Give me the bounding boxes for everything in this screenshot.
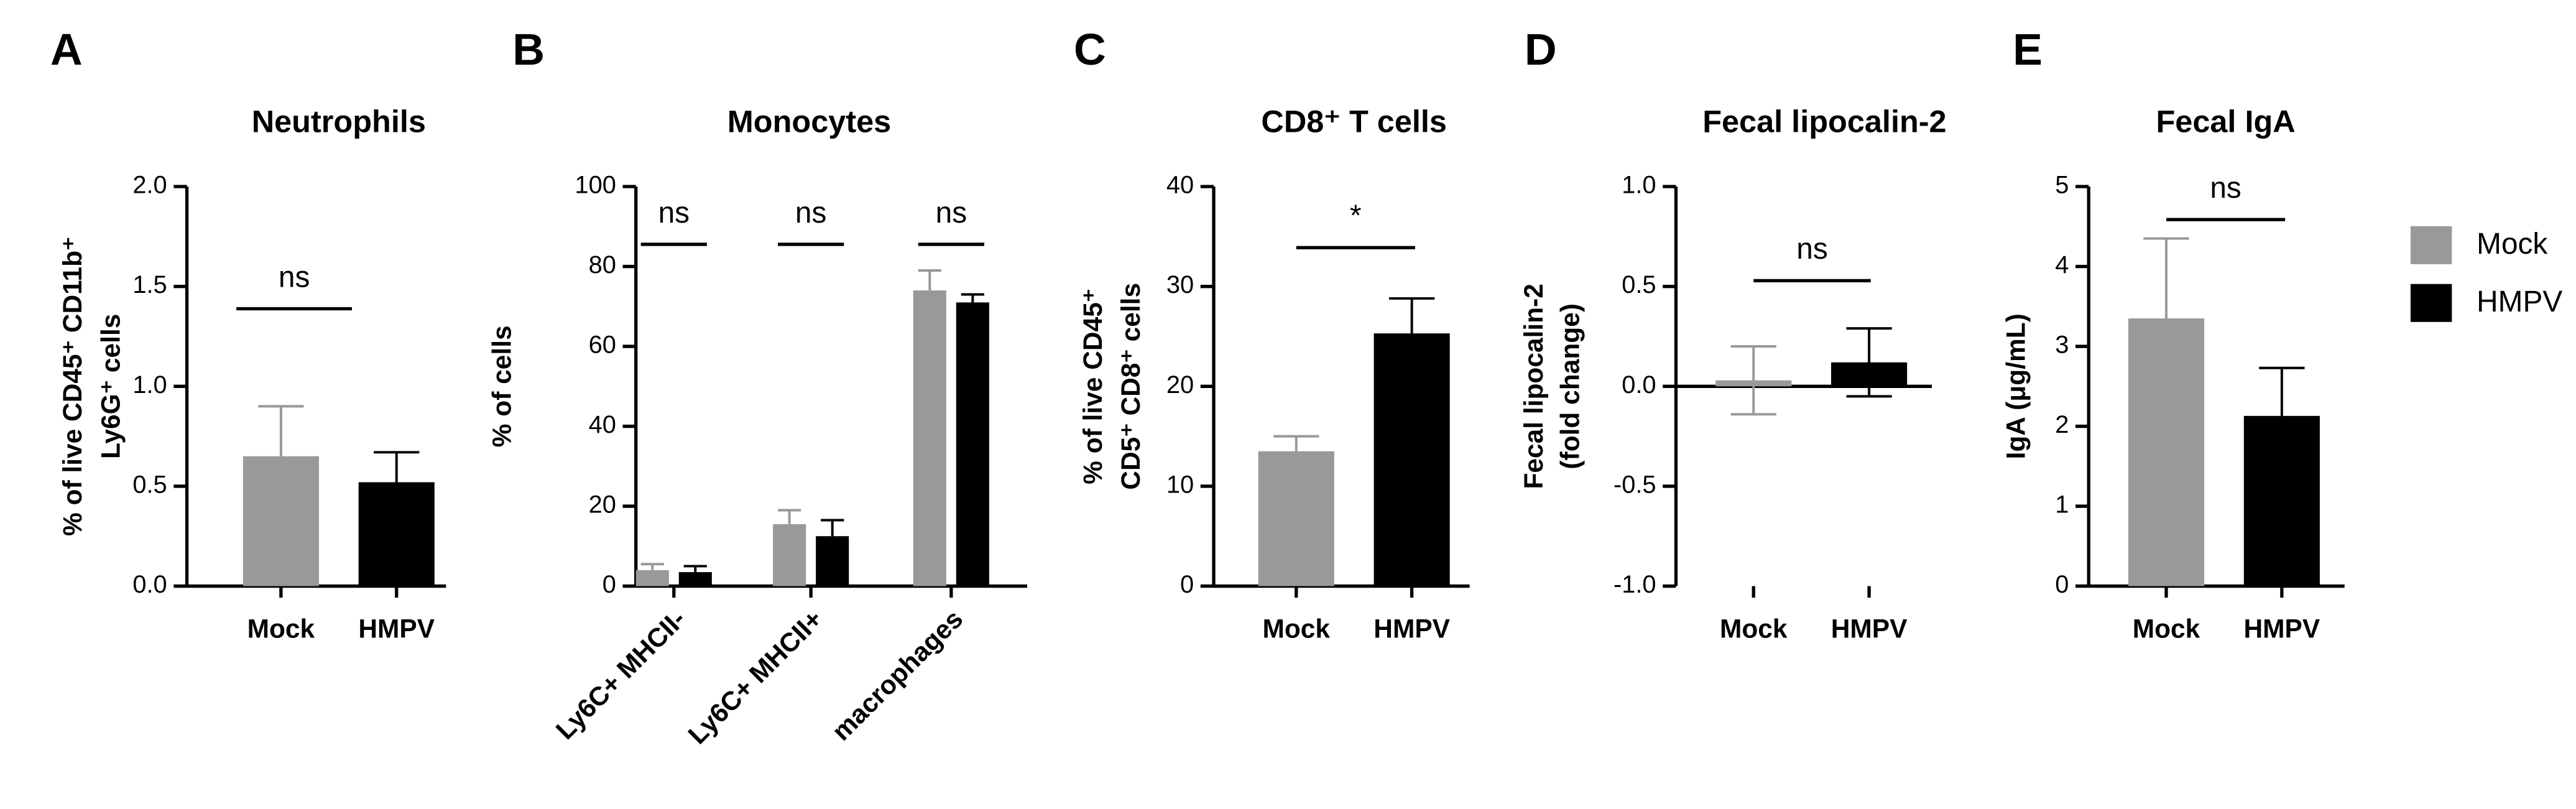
bar [2243, 415, 2320, 586]
panel-letter: B [512, 25, 545, 75]
panel-title: Monocytes [727, 103, 891, 139]
error-bar [640, 563, 664, 570]
y-axis-label: IgA (μg/mL) [2001, 313, 2031, 459]
y-axis-label: Ly6G⁺ cells [96, 314, 126, 459]
panel-title: Fecal lipocalin-2 [1702, 103, 1946, 139]
bar [1373, 333, 1450, 586]
panel-letter: C [1074, 25, 1106, 75]
y-tick-label: 0.0 [1622, 371, 1656, 399]
panel-title: Fecal IgA [2156, 103, 2295, 139]
y-tick-label: 40 [1166, 172, 1194, 199]
error-bar [1730, 345, 1776, 416]
y-axis-label: % of live CD45⁺ CD11b⁺ [58, 237, 88, 536]
y-axis-label: Fecal lipocalin-2 [1520, 284, 1549, 489]
bar [635, 570, 669, 586]
bar [1258, 451, 1334, 586]
error-bar [1846, 327, 1892, 398]
bar [913, 290, 946, 586]
y-tick-label: 1.0 [132, 371, 167, 399]
y-tick-label: 4 [2055, 251, 2069, 279]
y-tick-label: 0.5 [1622, 271, 1656, 298]
error-bar [2143, 237, 2189, 319]
y-axis-label: % of live CD45⁺ [1079, 289, 1108, 484]
bar [2128, 318, 2205, 586]
x-tick-label: HMPV [2244, 614, 2320, 644]
x-tick-label: Mock [2133, 614, 2200, 644]
y-axis-label: CD5⁺ CD8⁺ cells [1117, 283, 1146, 490]
panel-letter: D [1525, 25, 1557, 75]
x-tick-label: Ly6C+ MHCII- [551, 604, 692, 746]
x-tick-label: Ly6C+ MHCII+ [683, 604, 828, 750]
bar [816, 536, 849, 586]
legend-label: HMPV [2477, 285, 2562, 318]
y-tick-label: -1.0 [1613, 571, 1656, 598]
x-tick-label: Mock [247, 614, 315, 644]
y-tick-label: 0 [602, 571, 616, 598]
panel-title: Neutrophils [252, 103, 426, 139]
y-tick-label: -0.5 [1613, 471, 1656, 498]
y-tick-label: 20 [589, 491, 616, 519]
y-tick-label: 0.0 [132, 571, 167, 598]
panel-title: CD8⁺ T cells [1261, 103, 1447, 139]
y-tick-label: 0 [2055, 571, 2069, 598]
y-tick-label: 80 [589, 251, 616, 279]
bar [956, 302, 989, 586]
y-tick-label: 3 [2055, 331, 2069, 359]
y-tick-label: 2.0 [132, 172, 167, 199]
x-tick-label: Mock [1720, 614, 1788, 644]
error-bar [778, 509, 801, 524]
error-bar [961, 293, 984, 303]
y-tick-label: 1 [2055, 491, 2069, 519]
significance-label: * [1350, 200, 1362, 233]
panel-letter: A [50, 25, 83, 75]
error-bar [1388, 297, 1435, 334]
y-tick-label: 10 [1166, 471, 1194, 498]
y-tick-label: 2 [2055, 411, 2069, 438]
significance-label: ns [658, 196, 690, 229]
error-bar [821, 519, 844, 537]
legend-swatch [2410, 226, 2452, 264]
bar [773, 524, 806, 586]
y-tick-label: 5 [2055, 172, 2069, 199]
y-tick-label: 30 [1166, 271, 1194, 298]
significance-label: ns [279, 261, 310, 294]
error-bar [2259, 366, 2305, 416]
y-tick-label: 60 [589, 331, 616, 359]
y-tick-label: 20 [1166, 371, 1194, 399]
x-tick-label: HMPV [1373, 614, 1450, 644]
error-bar [374, 451, 420, 483]
error-bar [683, 565, 707, 573]
significance-label: ns [2210, 172, 2241, 205]
y-axis-label: (fold change) [1556, 303, 1585, 469]
error-bar [1273, 435, 1319, 451]
error-bar [258, 405, 304, 456]
y-tick-label: 40 [589, 411, 616, 438]
x-tick-label: macrophages [827, 604, 969, 747]
y-axis-label: % of cells [488, 325, 517, 447]
y-tick-label: 100 [575, 172, 616, 199]
x-tick-label: HMPV [358, 614, 435, 644]
bar [242, 456, 319, 586]
y-tick-label: 1.0 [1622, 172, 1656, 199]
x-tick-label: Mock [1262, 614, 1330, 644]
y-tick-label: 1.5 [132, 271, 167, 298]
error-bar [918, 269, 941, 291]
significance-label: ns [1796, 233, 1827, 266]
x-tick-label: HMPV [1831, 614, 1908, 644]
panel-letter: E [2013, 25, 2043, 75]
y-tick-label: 0.5 [132, 471, 167, 498]
significance-label: ns [795, 196, 826, 229]
legend-label: Mock [2477, 228, 2547, 261]
legend-swatch [2410, 284, 2452, 322]
bar [358, 482, 435, 586]
y-tick-label: 0 [1180, 571, 1194, 598]
significance-label: ns [936, 196, 967, 229]
bar [678, 572, 712, 586]
